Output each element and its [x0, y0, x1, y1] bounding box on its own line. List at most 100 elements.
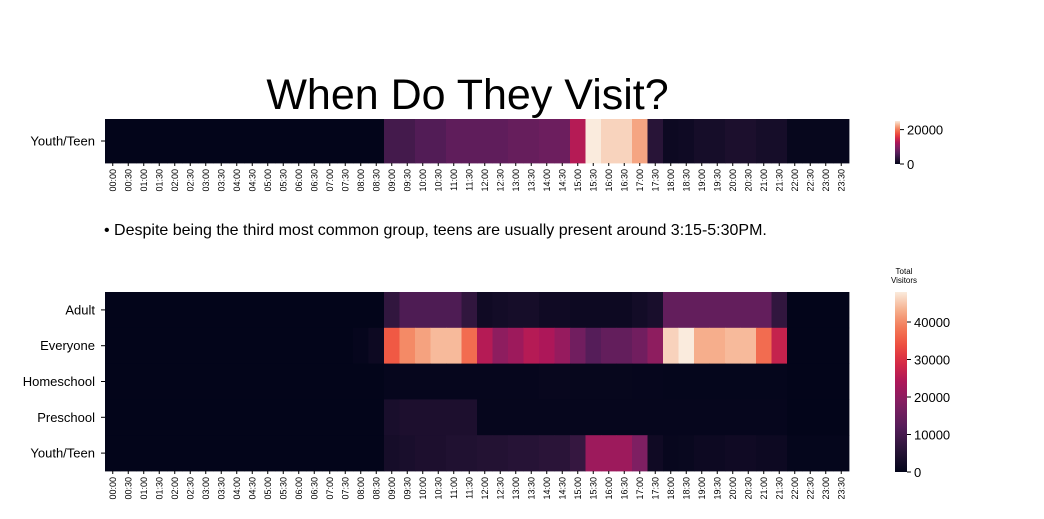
x-tick-label: 21:30 — [774, 477, 784, 500]
x-tick-label: 18:30 — [681, 169, 691, 192]
heatmap-cell — [725, 327, 741, 364]
heatmap-cell — [105, 399, 121, 436]
heatmap-cell — [477, 292, 493, 329]
colorbar-label: Visitors — [891, 276, 917, 285]
heatmap-cell — [787, 292, 803, 329]
heatmap-cell — [198, 435, 214, 472]
heatmap-cell — [570, 363, 586, 400]
heatmap-cell — [198, 327, 214, 364]
x-tick-label: 22:30 — [805, 477, 815, 500]
heatmap-cell — [771, 399, 788, 436]
heatmap-cell — [244, 363, 261, 400]
heatmap-cell — [833, 435, 850, 472]
x-tick-label: 11:00 — [449, 169, 459, 191]
heatmap-cell — [647, 363, 664, 400]
x-tick-label: 08:30 — [371, 477, 381, 500]
heatmap-cell — [678, 435, 695, 472]
heatmap-cell — [446, 327, 462, 364]
heatmap-cell — [213, 435, 230, 472]
heatmap-cell — [105, 119, 121, 164]
heatmap-cell — [802, 435, 819, 472]
heatmap-cell — [570, 327, 586, 364]
x-tick-label: 11:30 — [464, 169, 474, 191]
heatmap-cell — [182, 363, 199, 400]
heatmap-cell — [167, 119, 183, 164]
heatmap-cell — [415, 363, 431, 400]
x-tick-label: 13:00 — [511, 477, 521, 500]
heatmap-cell — [740, 399, 757, 436]
heatmap-cell — [213, 327, 230, 364]
heatmap-cell — [647, 435, 664, 472]
x-tick-label: 03:00 — [201, 477, 211, 500]
heatmap-cell — [136, 363, 152, 400]
heatmap-cell — [632, 292, 648, 329]
x-tick-label: 22:00 — [790, 477, 800, 500]
heatmap-cell — [539, 327, 555, 364]
heatmap-cell — [353, 363, 369, 400]
heatmap-cell — [632, 435, 648, 472]
colorbar-tick-label: 40000 — [914, 315, 950, 330]
x-tick-label: 14:30 — [557, 477, 567, 500]
heatmap-cell — [353, 435, 369, 472]
heatmap-cell — [601, 399, 617, 436]
insight-note: • Despite being the third most common gr… — [104, 222, 767, 239]
heatmap-cell — [415, 435, 431, 472]
x-tick-label: 07:00 — [325, 477, 335, 500]
heatmap-cell — [818, 292, 834, 329]
heatmap-cell — [260, 119, 276, 164]
heatmap-cell — [492, 363, 509, 400]
heatmap-cell — [616, 363, 633, 400]
heatmap-cell — [430, 119, 447, 164]
heatmap-cell — [198, 399, 214, 436]
x-tick-label: 08:30 — [371, 169, 381, 192]
heatmap-cell — [430, 363, 447, 400]
x-tick-label: 18:00 — [666, 477, 676, 500]
heatmap-cell — [740, 119, 757, 164]
heatmap-cell — [182, 292, 199, 329]
heatmap-cell — [492, 119, 509, 164]
x-tick-label: 10:00 — [418, 169, 428, 192]
heatmap-cell — [756, 435, 772, 472]
x-tick-label: 11:30 — [464, 477, 474, 499]
x-tick-label: 01:00 — [139, 169, 149, 192]
heatmap-cell — [694, 327, 710, 364]
heatmap-cell — [430, 399, 447, 436]
colorbar-tick-label: 30000 — [914, 353, 950, 368]
heatmap-cell — [570, 435, 586, 472]
y-tick-label: Adult — [65, 302, 95, 317]
heatmap-cell — [446, 399, 462, 436]
heatmap-cell — [740, 292, 757, 329]
heatmap-cell — [771, 292, 788, 329]
heatmap-cell — [368, 119, 385, 164]
heatmap-cell — [275, 327, 292, 364]
heatmap-cell — [399, 399, 416, 436]
x-tick-label: 18:00 — [666, 169, 676, 192]
x-tick-label: 12:00 — [480, 477, 490, 500]
heatmap-cell — [213, 292, 230, 329]
heatmap-cell — [461, 363, 478, 400]
heatmap-cell — [771, 363, 788, 400]
heatmap-cell — [508, 435, 524, 472]
heatmap-cell — [477, 119, 493, 164]
heatmap-cell — [616, 327, 633, 364]
x-tick-label: 12:30 — [495, 169, 505, 192]
heatmap-cell — [694, 292, 710, 329]
heatmap-cell — [663, 119, 679, 164]
heatmap-cell — [151, 119, 168, 164]
x-tick-label: 09:00 — [387, 477, 397, 500]
heatmap-cell — [337, 435, 354, 472]
heatmap-cell — [105, 292, 121, 329]
x-tick-label: 09:30 — [402, 477, 412, 500]
heatmap-cell — [399, 292, 416, 329]
heatmap-cell — [709, 292, 726, 329]
heatmap-cell — [322, 327, 338, 364]
heatmap-cell — [523, 327, 540, 364]
heatmap-cell — [818, 327, 834, 364]
heatmap-cell — [787, 399, 803, 436]
heatmap-cell — [771, 435, 788, 472]
heatmap-cell — [694, 399, 710, 436]
heatmap-cell — [461, 399, 478, 436]
heatmap-cell — [182, 435, 199, 472]
heatmap-cell — [120, 363, 137, 400]
